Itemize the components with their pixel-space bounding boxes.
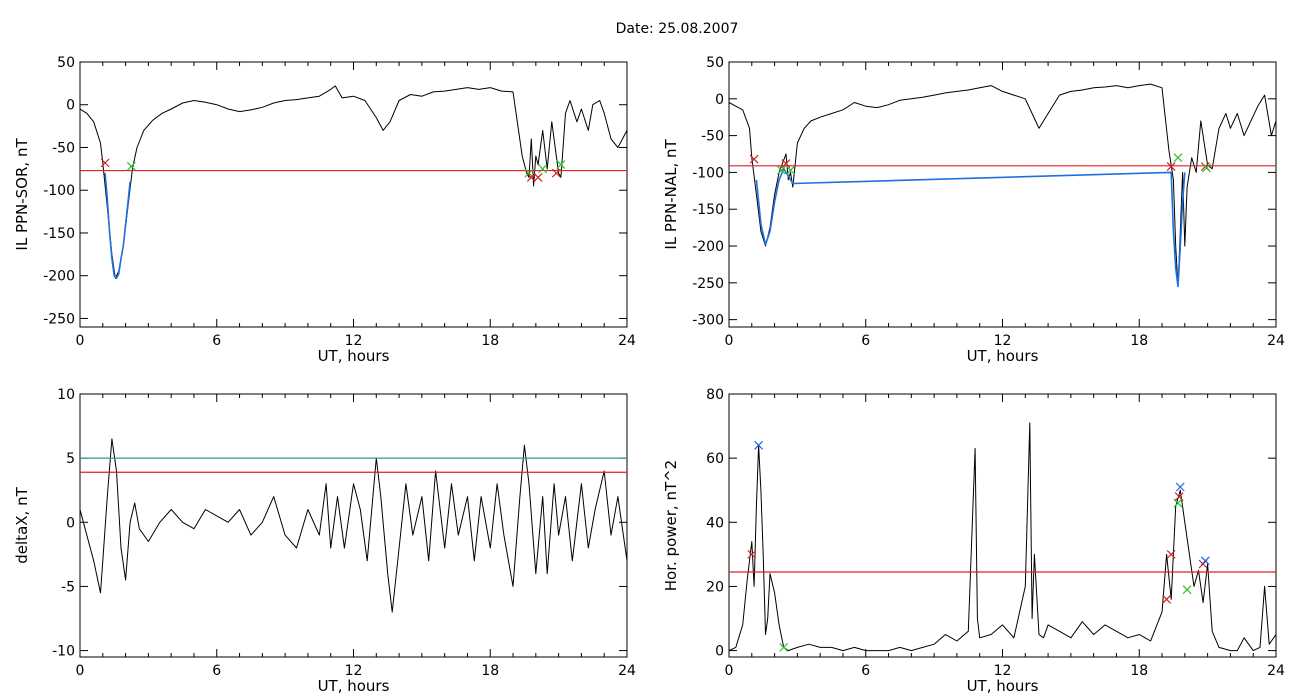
x-tick-label: 6 bbox=[212, 663, 221, 679]
cross-marker bbox=[779, 642, 789, 652]
y-axis-label: IL PPN-NAL, nT bbox=[662, 139, 680, 250]
y-tick-label: 80 bbox=[706, 387, 724, 403]
plot-frame bbox=[728, 61, 1277, 328]
cross-marker bbox=[100, 158, 110, 168]
y-axis-label: Hor. power, nT^2 bbox=[662, 460, 680, 591]
y-tick-label: 50 bbox=[57, 55, 75, 71]
plot-area bbox=[729, 83, 1276, 288]
event-trace bbox=[755, 167, 1186, 288]
cross-marker bbox=[1182, 585, 1192, 595]
figure-title: Date: 25.08.2007 bbox=[616, 21, 739, 37]
plot-frame bbox=[728, 393, 1277, 658]
y-tick-label: -300 bbox=[692, 313, 724, 329]
y-tick-label: -100 bbox=[43, 183, 75, 199]
y-tick-label: 0 bbox=[715, 644, 724, 660]
panel-sor: 0 6 12 18 24 50 0 -50 -100 -150 -200 -250 UT, hours I… bbox=[13, 55, 636, 365]
y-tick-label: 50 bbox=[706, 55, 724, 71]
cross-marker bbox=[781, 159, 791, 169]
x-tick-label: 24 bbox=[1267, 333, 1285, 349]
y-axis-label: IL PPN-SOR, nT bbox=[13, 138, 31, 251]
y-tick-label: 40 bbox=[706, 515, 724, 531]
cross-marker bbox=[524, 168, 534, 178]
y-tick-label: -150 bbox=[43, 226, 75, 242]
y-tick-label: -50 bbox=[52, 140, 75, 156]
y-tick-label: -200 bbox=[43, 269, 75, 285]
x-tick-label: 12 bbox=[345, 333, 363, 349]
x-axis-label: UT, hours bbox=[318, 677, 390, 695]
y-tick-label: -250 bbox=[43, 311, 75, 327]
cross-marker bbox=[776, 165, 786, 175]
cross-marker bbox=[126, 161, 136, 171]
plot-area bbox=[80, 438, 627, 613]
y-tick-label: -100 bbox=[692, 165, 724, 181]
data-trace bbox=[80, 438, 627, 613]
cross-marker bbox=[754, 440, 764, 450]
x-tick-label: 0 bbox=[725, 333, 734, 349]
panel-power: 0 6 12 18 24 80 60 40 20 0 UT, hours Hor. power, nT… bbox=[662, 387, 1285, 695]
event-trace bbox=[104, 173, 131, 280]
y-tick-label: -5 bbox=[61, 579, 75, 595]
x-tick-label: 12 bbox=[345, 663, 363, 679]
panel-deltax: 0 6 12 18 24 10 5 0 -5 -10 UT, hours deltaX, nT bbox=[13, 387, 636, 695]
x-axis-label: UT, hours bbox=[967, 347, 1039, 365]
cross-marker bbox=[1166, 549, 1176, 559]
panel-nal: 0 6 12 18 24 50 0 -50 -100 -150 -200 -250 -300 UT, ho… bbox=[662, 55, 1285, 365]
data-trace bbox=[729, 422, 1276, 652]
y-tick-label: 60 bbox=[706, 451, 724, 467]
x-tick-label: 0 bbox=[76, 333, 85, 349]
x-tick-label: 12 bbox=[994, 663, 1012, 679]
cross-marker bbox=[749, 154, 759, 164]
x-tick-label: 18 bbox=[481, 333, 499, 349]
x-tick-label: 24 bbox=[618, 663, 636, 679]
data-trace bbox=[729, 83, 1276, 287]
cross-marker bbox=[1173, 153, 1183, 163]
cross-marker bbox=[1174, 492, 1184, 502]
cross-marker bbox=[533, 172, 543, 182]
x-axis-label: UT, hours bbox=[318, 347, 390, 365]
y-tick-label: 0 bbox=[66, 98, 75, 114]
x-tick-label: 12 bbox=[994, 333, 1012, 349]
plot-frame bbox=[79, 393, 628, 658]
x-tick-label: 6 bbox=[212, 333, 221, 349]
x-tick-label: 0 bbox=[725, 663, 734, 679]
cross-marker bbox=[786, 165, 795, 175]
y-tick-label: -10 bbox=[52, 644, 75, 660]
y-tick-label: -200 bbox=[692, 239, 724, 255]
y-tick-label: -150 bbox=[692, 202, 724, 218]
y-tick-label: 0 bbox=[66, 515, 75, 531]
y-tick-label: 10 bbox=[57, 387, 75, 403]
y-tick-label: 0 bbox=[715, 92, 724, 108]
y-tick-label: 5 bbox=[66, 451, 75, 467]
plot-area bbox=[729, 422, 1276, 652]
x-tick-label: 18 bbox=[1130, 663, 1148, 679]
cross-marker bbox=[747, 549, 757, 559]
y-axis-label: deltaX, nT bbox=[13, 486, 31, 563]
cross-marker bbox=[1175, 482, 1185, 492]
cross-marker bbox=[538, 164, 548, 174]
plot-area bbox=[80, 85, 627, 280]
cross-marker bbox=[1200, 556, 1210, 566]
x-tick-label: 24 bbox=[1267, 663, 1285, 679]
cross-marker bbox=[1202, 163, 1211, 173]
x-tick-label: 6 bbox=[861, 663, 870, 679]
y-tick-label: -250 bbox=[692, 276, 724, 292]
cross-marker bbox=[551, 168, 561, 178]
cross-marker bbox=[556, 160, 566, 170]
y-tick-label: 20 bbox=[706, 579, 724, 595]
x-axis-label: UT, hours bbox=[967, 677, 1039, 695]
plot-frame bbox=[79, 61, 628, 328]
cross-marker bbox=[526, 172, 536, 182]
x-tick-label: 18 bbox=[1130, 333, 1148, 349]
cross-marker bbox=[1162, 594, 1172, 604]
y-tick-label: -50 bbox=[701, 129, 724, 145]
x-tick-label: 24 bbox=[618, 333, 636, 349]
x-tick-label: 6 bbox=[861, 333, 870, 349]
cross-marker bbox=[1166, 162, 1176, 171]
x-tick-label: 0 bbox=[76, 663, 85, 679]
data-trace bbox=[80, 85, 627, 279]
x-tick-label: 18 bbox=[481, 663, 499, 679]
